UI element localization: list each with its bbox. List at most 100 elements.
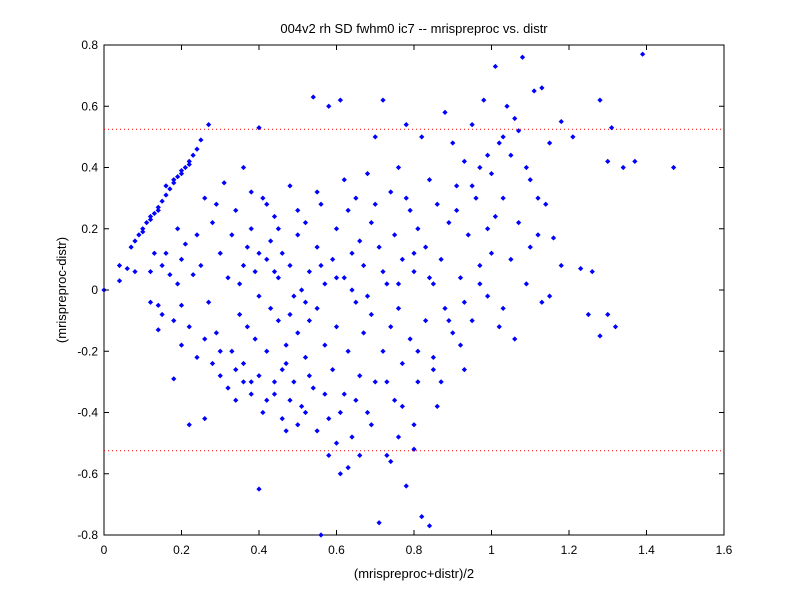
- data-point: [423, 318, 429, 324]
- data-point: [155, 302, 161, 308]
- data-point: [589, 269, 595, 275]
- data-point: [147, 269, 154, 275]
- data-point: [260, 195, 266, 201]
- data-point: [500, 134, 506, 140]
- data-point: [426, 275, 433, 281]
- data-point: [547, 140, 553, 146]
- data-point: [512, 336, 518, 342]
- data-point: [178, 302, 185, 308]
- data-point: [349, 250, 355, 256]
- data-point: [469, 318, 475, 324]
- data-point: [306, 269, 312, 275]
- data-point: [244, 244, 250, 250]
- data-point: [465, 232, 471, 238]
- data-point: [240, 262, 247, 269]
- data-point: [477, 281, 483, 287]
- data-point: [508, 256, 514, 262]
- data-point: [194, 232, 200, 238]
- data-point: [314, 189, 320, 195]
- data-point: [333, 275, 340, 281]
- data-point: [132, 238, 138, 244]
- data-point: [349, 434, 355, 440]
- data-point: [217, 373, 223, 379]
- data-point: [132, 269, 138, 275]
- data-point: [337, 471, 343, 477]
- data-point: [217, 250, 223, 256]
- data-point: [423, 244, 429, 250]
- data-point: [186, 161, 192, 168]
- data-point: [364, 171, 371, 177]
- data-point: [240, 164, 247, 171]
- data-point: [268, 238, 274, 244]
- y-tick-label: 0.8: [81, 38, 98, 52]
- data-point: [539, 299, 545, 305]
- data-point: [159, 262, 165, 269]
- data-point: [310, 94, 316, 100]
- data-point: [171, 177, 177, 183]
- data-point: [213, 201, 219, 207]
- data-point: [384, 379, 390, 385]
- data-point: [341, 391, 347, 397]
- data-point: [399, 360, 405, 367]
- data-point: [353, 299, 359, 305]
- data-point: [426, 177, 433, 183]
- data-point: [357, 373, 363, 379]
- x-tick-label: 0.6: [328, 543, 345, 557]
- data-point: [469, 122, 475, 128]
- data-point: [399, 256, 405, 262]
- data-point: [302, 409, 309, 416]
- data-point: [151, 210, 157, 217]
- data-point: [380, 348, 386, 354]
- y-tick-label: 0.4: [81, 161, 98, 175]
- data-point: [279, 416, 285, 422]
- data-point: [395, 305, 402, 311]
- data-point: [202, 416, 208, 422]
- data-point: [434, 403, 440, 409]
- y-tick-label: 0.2: [81, 222, 98, 236]
- data-point: [419, 514, 425, 520]
- data-point: [461, 158, 467, 164]
- data-point: [403, 195, 409, 201]
- data-point: [295, 207, 301, 213]
- data-point: [357, 238, 363, 244]
- data-point: [322, 391, 328, 397]
- data-point: [570, 134, 576, 140]
- plot-area-frame: [103, 44, 725, 536]
- data-point: [450, 330, 456, 336]
- data-point: [481, 97, 487, 103]
- data-point: [547, 293, 553, 299]
- data-point: [477, 262, 483, 269]
- data-point: [442, 305, 448, 311]
- data-point: [496, 324, 502, 330]
- data-point: [535, 195, 541, 201]
- data-point: [597, 97, 603, 103]
- data-point: [500, 195, 506, 201]
- data-point: [144, 220, 150, 226]
- data-point: [512, 115, 518, 122]
- data-point: [368, 311, 374, 318]
- data-point: [167, 272, 173, 278]
- data-point: [671, 164, 677, 171]
- data-point: [310, 385, 316, 391]
- data-point: [287, 262, 293, 269]
- data-point: [353, 397, 359, 403]
- data-point: [496, 140, 502, 146]
- data-point: [446, 220, 452, 226]
- y-tick-label: -0.6: [77, 467, 98, 481]
- data-point: [535, 232, 541, 238]
- data-point: [337, 97, 343, 103]
- data-point: [403, 122, 409, 128]
- data-point: [322, 342, 328, 348]
- data-point: [302, 220, 309, 226]
- data-point: [349, 287, 355, 293]
- data-point: [252, 336, 258, 342]
- data-point: [206, 299, 212, 305]
- data-point: [221, 180, 227, 186]
- data-point: [116, 278, 123, 284]
- data-point: [291, 379, 297, 385]
- data-point: [388, 189, 394, 195]
- data-point: [411, 446, 417, 452]
- data-point: [403, 483, 409, 489]
- data-point: [322, 281, 328, 287]
